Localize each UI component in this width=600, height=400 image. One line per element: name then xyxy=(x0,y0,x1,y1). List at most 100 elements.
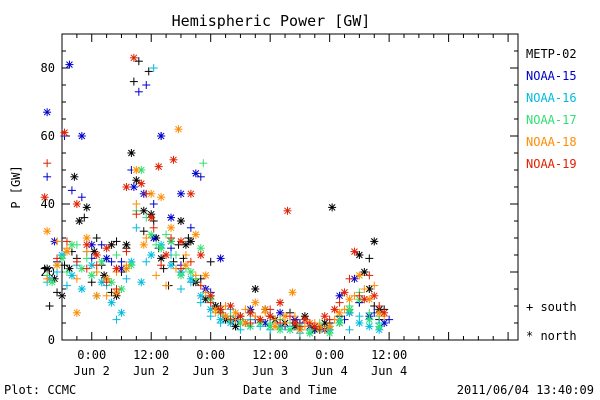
point-south xyxy=(82,247,91,256)
plot-timestamp: 2011/06/04 13:40:09 xyxy=(457,383,594,397)
point-south xyxy=(132,200,141,208)
point-south xyxy=(43,172,52,181)
point-south xyxy=(365,254,374,263)
point-north xyxy=(290,319,299,327)
point-north xyxy=(251,285,260,293)
point-north xyxy=(216,254,225,263)
point-south xyxy=(335,298,344,307)
point-north xyxy=(330,305,339,314)
point-north xyxy=(283,206,292,215)
x-tick-label-date: Jun 3 xyxy=(193,364,229,378)
point-north xyxy=(340,288,349,297)
point-north xyxy=(75,217,84,225)
point-north xyxy=(147,189,156,198)
point-north xyxy=(162,251,171,259)
point-north xyxy=(154,162,163,171)
point-north xyxy=(43,227,52,236)
marker-legend-entry: * north xyxy=(526,329,577,343)
point-north xyxy=(335,308,344,317)
point-north xyxy=(58,291,66,300)
point-north xyxy=(70,172,79,181)
point-north xyxy=(92,291,101,300)
point-north xyxy=(167,261,176,270)
point-north xyxy=(77,285,86,293)
point-south xyxy=(53,288,62,297)
point-north xyxy=(375,322,384,331)
point-south xyxy=(167,244,176,253)
point-south xyxy=(206,257,215,266)
point-south xyxy=(157,261,166,270)
point-north xyxy=(48,278,57,287)
point-south xyxy=(149,223,158,232)
point-south xyxy=(355,312,364,321)
x-tick-label-time: 12:00 xyxy=(133,348,169,362)
point-south xyxy=(305,319,314,327)
point-north xyxy=(82,203,91,212)
point-north xyxy=(350,274,359,283)
marker-legend: + south * north xyxy=(526,300,577,343)
point-north xyxy=(231,308,240,317)
x-axis-label: Date and Time xyxy=(243,383,337,397)
point-south xyxy=(196,281,205,290)
point-south xyxy=(112,251,121,259)
point-south xyxy=(60,261,69,270)
x-tick-label-date: Jun 4 xyxy=(371,364,407,378)
point-north xyxy=(246,308,255,317)
point-north xyxy=(122,183,131,191)
chart-title: Hemispheric Power [GW] xyxy=(172,12,371,30)
point-south xyxy=(345,274,354,283)
point-south xyxy=(365,271,374,280)
point-south xyxy=(360,285,369,293)
point-north xyxy=(147,251,156,259)
point-north xyxy=(360,268,369,276)
point-north xyxy=(40,193,49,202)
point-south xyxy=(122,274,131,283)
point-south xyxy=(82,254,91,263)
point-south xyxy=(236,325,245,334)
point-south xyxy=(365,308,374,317)
point-south xyxy=(325,315,334,324)
point-south xyxy=(72,257,81,266)
point-north xyxy=(370,237,379,246)
point-north xyxy=(82,234,91,242)
point-north xyxy=(97,257,106,266)
y-tick-label: 60 xyxy=(41,129,55,143)
point-south xyxy=(345,325,354,334)
point-south xyxy=(196,298,205,307)
point-north xyxy=(186,237,195,246)
point-south xyxy=(246,319,255,327)
point-south xyxy=(266,305,275,314)
point-north xyxy=(310,322,319,331)
point-north xyxy=(375,308,384,317)
point-north xyxy=(77,132,86,140)
point-north xyxy=(82,240,91,249)
point-south xyxy=(43,274,52,283)
point-north xyxy=(102,244,111,253)
point-north xyxy=(380,308,389,317)
point-north xyxy=(206,291,215,300)
point-north xyxy=(288,288,297,297)
point-south xyxy=(191,271,200,280)
point-north xyxy=(157,244,166,253)
point-south xyxy=(199,159,208,168)
point-north xyxy=(276,308,285,317)
point-south xyxy=(82,264,91,273)
point-south xyxy=(134,57,143,66)
point-south xyxy=(132,210,141,219)
point-south xyxy=(53,237,62,246)
point-north xyxy=(132,176,141,185)
point-south xyxy=(340,305,349,314)
point-south xyxy=(251,312,260,321)
point-north xyxy=(231,322,240,331)
point-south xyxy=(92,261,101,270)
point-south xyxy=(92,234,101,242)
point-north xyxy=(67,240,76,249)
legend-entry: NOAA-19 xyxy=(526,157,577,171)
point-north xyxy=(216,315,225,324)
point-south xyxy=(271,315,280,324)
point-south xyxy=(129,77,138,86)
point-south xyxy=(134,87,143,96)
point-north xyxy=(117,285,126,293)
point-south xyxy=(77,193,86,202)
point-north xyxy=(132,166,141,174)
